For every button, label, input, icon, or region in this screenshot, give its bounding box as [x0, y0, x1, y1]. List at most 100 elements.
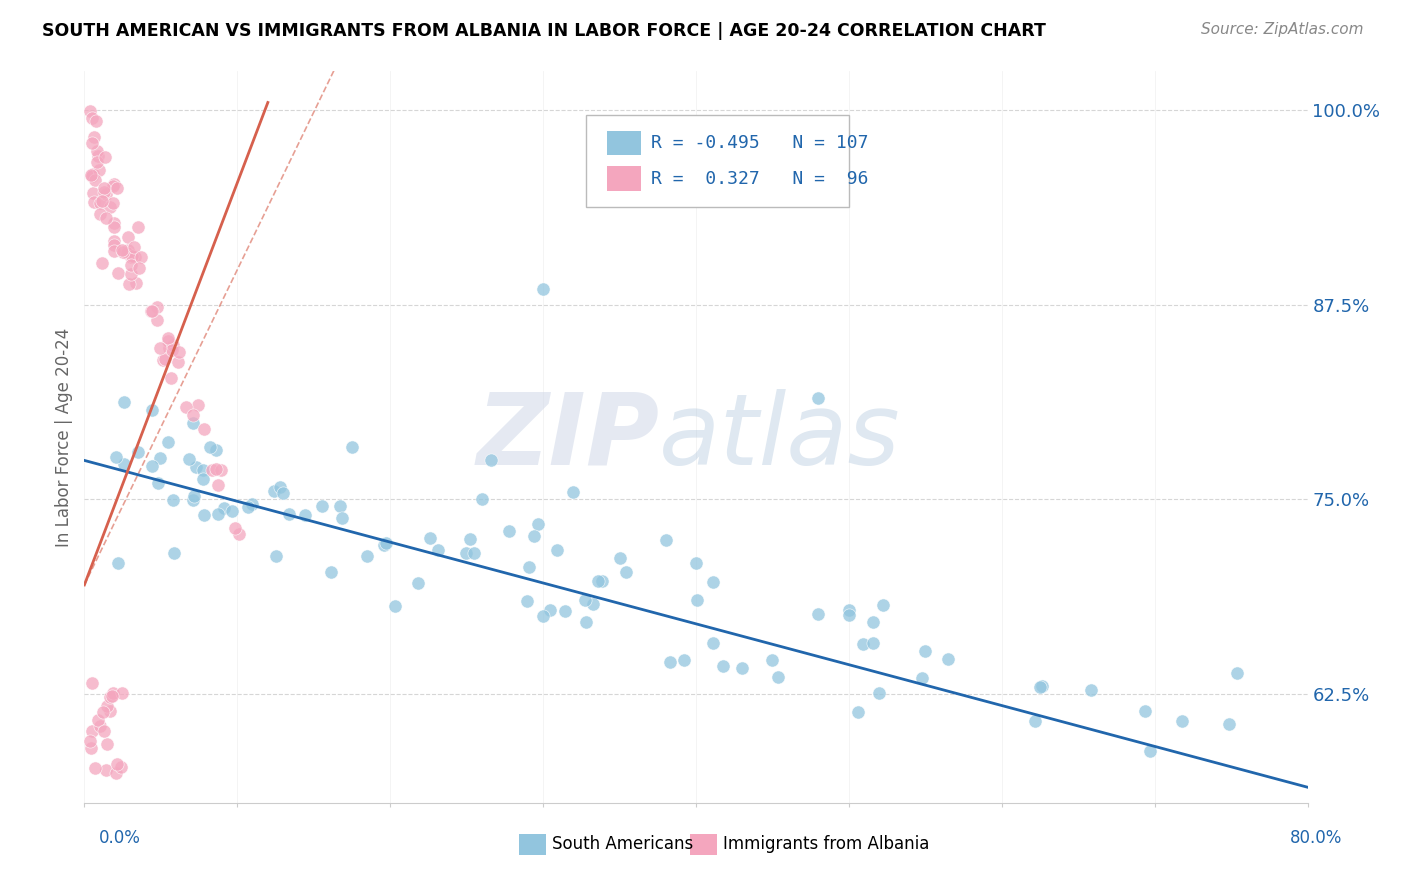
Point: [592, 574, 614, 588]
Point: [531, 608, 554, 623]
Point: [80, 112, 103, 126]
Point: [80, 168, 103, 182]
Point: [1139, 744, 1161, 758]
Point: [79, 104, 101, 119]
Point: [103, 234, 125, 248]
Point: [83, 129, 105, 144]
Point: [408, 576, 430, 591]
Point: [139, 304, 162, 318]
Point: [87, 149, 110, 163]
Point: [228, 527, 250, 541]
Point: [128, 261, 150, 276]
Point: [146, 313, 169, 327]
Point: [141, 304, 163, 318]
Point: [96, 186, 118, 201]
Point: [204, 443, 226, 458]
Point: [609, 551, 631, 566]
Point: [112, 244, 135, 259]
Point: [862, 615, 884, 629]
Point: [375, 535, 398, 549]
Point: [330, 511, 353, 525]
Point: [101, 195, 124, 210]
Point: [498, 524, 520, 539]
Point: [517, 559, 540, 574]
Point: [264, 549, 287, 564]
Point: [114, 457, 136, 471]
Point: [546, 543, 568, 558]
Point: [103, 244, 125, 259]
Point: [614, 565, 637, 579]
Point: [103, 238, 125, 252]
Point: [562, 484, 585, 499]
Point: [181, 416, 204, 430]
Point: [103, 219, 125, 234]
Text: South Americans: South Americans: [551, 836, 693, 854]
Point: [153, 351, 176, 366]
Point: [356, 549, 378, 563]
Point: [86, 155, 108, 169]
Point: [82, 167, 104, 181]
Point: [191, 463, 214, 477]
Point: [685, 556, 707, 570]
Point: [852, 637, 875, 651]
Point: [149, 450, 172, 465]
Point: [869, 686, 891, 700]
Point: [86, 144, 108, 158]
Point: [125, 276, 148, 290]
Point: [527, 516, 550, 531]
Text: Source: ZipAtlas.com: Source: ZipAtlas.com: [1201, 22, 1364, 37]
Point: [100, 690, 122, 705]
Point: [294, 508, 316, 522]
Point: [686, 592, 709, 607]
Point: [121, 249, 143, 263]
Point: [148, 476, 170, 491]
Point: [654, 533, 676, 548]
Point: [181, 493, 204, 508]
Text: 0.0%: 0.0%: [98, 829, 141, 847]
Point: [523, 529, 546, 543]
Text: SOUTH AMERICAN VS IMMIGRANTS FROM ALBANIA IN LABOR FORCE | AGE 20-24 CORRELATION: SOUTH AMERICAN VS IMMIGRANTS FROM ALBANI…: [42, 22, 1046, 40]
Point: [98, 200, 121, 214]
Point: [96, 737, 118, 751]
Point: [531, 282, 554, 296]
Point: [481, 453, 503, 467]
Point: [538, 602, 561, 616]
Point: [79, 734, 101, 748]
Point: [96, 699, 118, 714]
Point: [157, 330, 180, 344]
Point: [103, 178, 125, 192]
Point: [87, 713, 110, 727]
Y-axis label: In Labor Force | Age 20-24: In Labor Force | Age 20-24: [55, 327, 73, 547]
Point: [122, 239, 145, 253]
Point: [131, 250, 153, 264]
Point: [101, 179, 124, 194]
Point: [838, 608, 860, 623]
Point: [146, 301, 169, 315]
Point: [181, 408, 204, 422]
Point: [766, 670, 789, 684]
Point: [91, 194, 114, 208]
Point: [846, 705, 869, 719]
Point: [914, 643, 936, 657]
Point: [471, 492, 494, 507]
Point: [761, 653, 783, 667]
Point: [730, 661, 752, 675]
Point: [98, 704, 121, 718]
FancyBboxPatch shape: [519, 833, 546, 855]
Point: [117, 230, 139, 244]
Point: [111, 243, 134, 257]
Point: [911, 672, 934, 686]
Point: [1024, 714, 1046, 728]
Text: R =  0.327   N =  96: R = 0.327 N = 96: [651, 169, 869, 188]
Point: [198, 440, 221, 454]
Point: [105, 181, 128, 195]
Point: [224, 521, 246, 535]
Point: [160, 371, 183, 385]
Text: 80.0%: 80.0%: [1291, 829, 1343, 847]
Point: [575, 615, 598, 629]
Point: [1080, 683, 1102, 698]
Point: [554, 604, 576, 618]
Point: [263, 483, 285, 498]
Point: [107, 556, 129, 570]
Point: [458, 532, 481, 546]
